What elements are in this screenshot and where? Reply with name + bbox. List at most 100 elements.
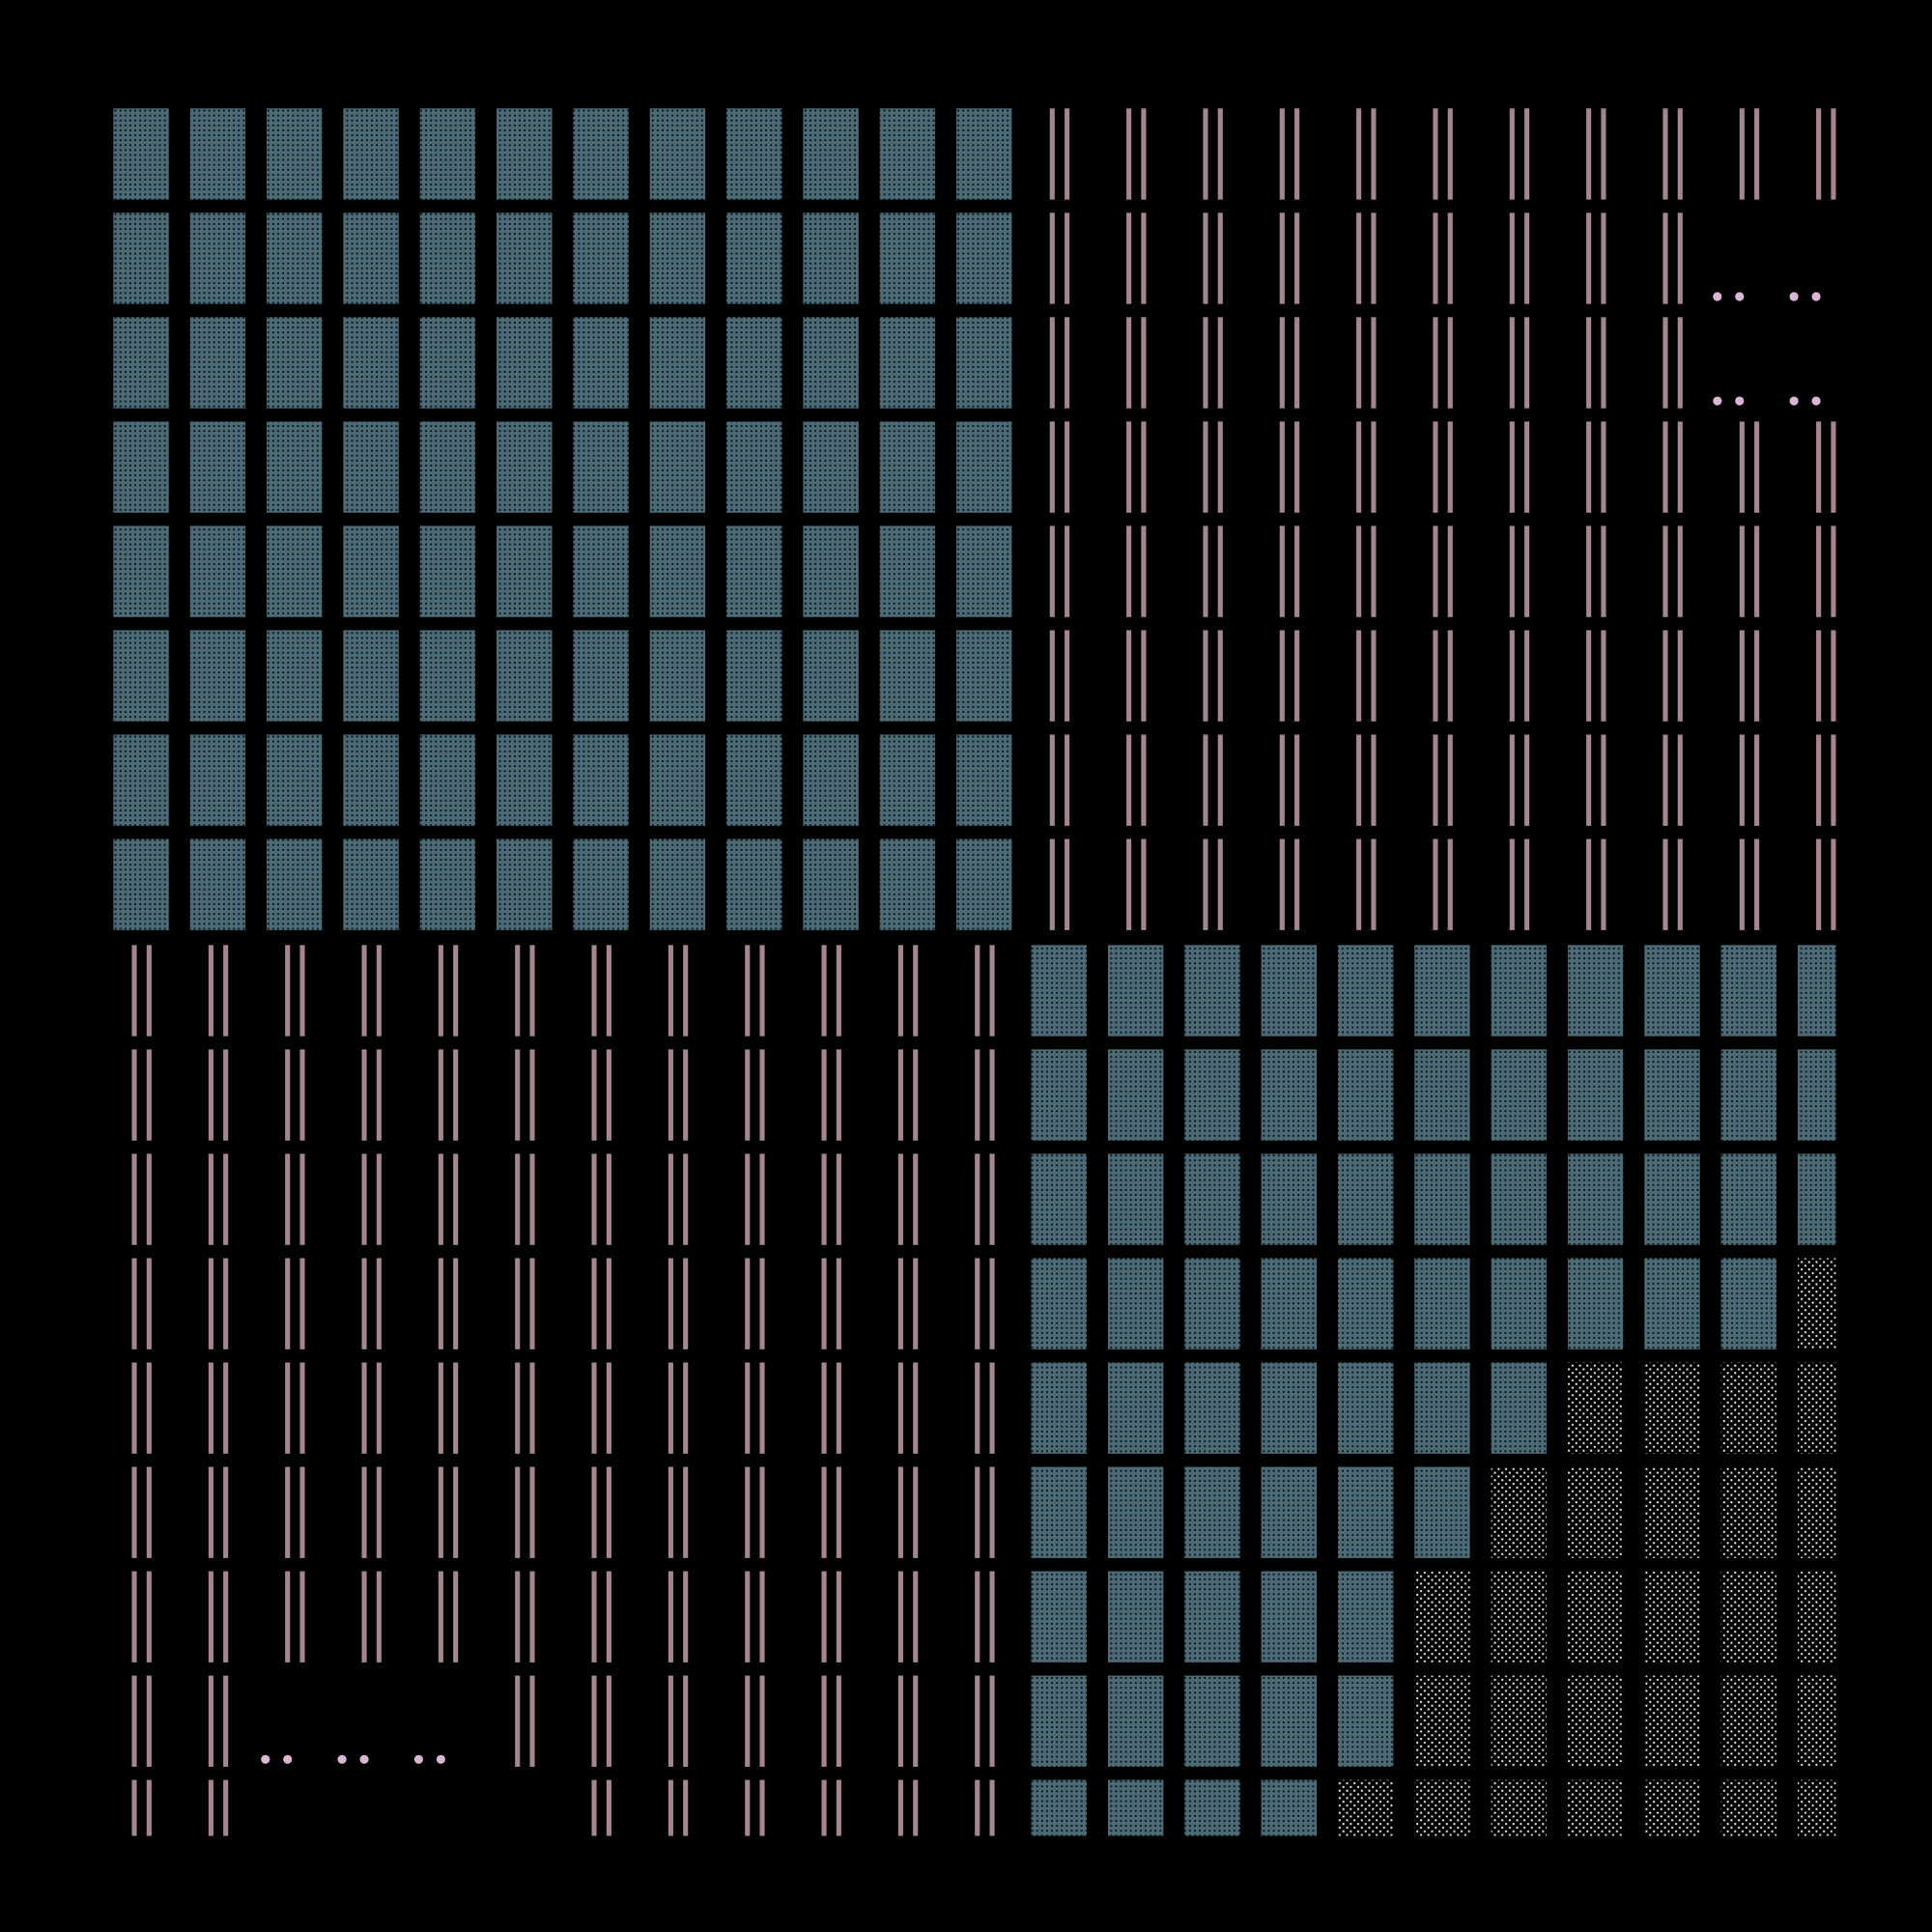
glyph-bar (515, 1675, 521, 1767)
glyph-bar (1447, 213, 1453, 304)
glyph-bar (668, 1153, 673, 1245)
glyph-bar (1356, 317, 1362, 409)
glyph-bar (361, 945, 367, 1037)
glyph-block (1644, 1049, 1700, 1141)
glyph-bar (1141, 213, 1147, 304)
glyph-block (1184, 1153, 1240, 1245)
glyph-bar (285, 1466, 291, 1558)
glyph-bar (683, 945, 689, 1037)
glyph-block (1491, 1571, 1548, 1662)
glyph-bar (1203, 108, 1208, 200)
glyph-block (1567, 1258, 1624, 1350)
glyph-dot (1735, 292, 1745, 301)
glyph-block (1414, 1571, 1470, 1662)
glyph-dot (261, 1754, 270, 1764)
glyph-bar (683, 1675, 689, 1767)
glyph-block (1107, 945, 1164, 1037)
glyph-block (1567, 1049, 1624, 1141)
glyph-bar (1217, 317, 1223, 409)
glyph-bar (1371, 213, 1377, 304)
glyph-block (1797, 1779, 1836, 1836)
glyph-bar (131, 1258, 137, 1350)
glyph-bar (1356, 630, 1362, 722)
glyph-block (726, 526, 782, 617)
glyph-block (879, 421, 936, 513)
glyph-bar (1739, 421, 1745, 513)
glyph-block (956, 421, 1012, 513)
glyph-block (573, 838, 629, 930)
glyph-bar (1217, 734, 1223, 826)
glyph-bar (223, 1258, 229, 1350)
glyph-bar (1356, 108, 1362, 200)
glyph-bar (913, 1258, 919, 1350)
glyph-block (497, 630, 553, 722)
glyph-bar (1447, 734, 1453, 826)
glyph-bar (1217, 838, 1223, 930)
glyph-block (649, 734, 706, 826)
glyph-bar (1279, 213, 1285, 304)
glyph-block (1491, 1049, 1548, 1141)
glyph-bar (299, 945, 305, 1037)
glyph-bar (821, 945, 827, 1037)
glyph-bar (1141, 630, 1147, 722)
glyph-bar (376, 1153, 382, 1245)
glyph-bar (1049, 734, 1055, 826)
glyph-bar (591, 1362, 597, 1454)
glyph-block (1184, 1258, 1240, 1350)
glyph-block (419, 734, 476, 826)
glyph-block (1414, 945, 1470, 1037)
glyph-bar (1126, 108, 1132, 200)
glyph-bar (299, 1153, 305, 1245)
glyph-dot (1811, 396, 1821, 406)
glyph-bar (1816, 526, 1822, 617)
glyph-bar (146, 1466, 152, 1558)
glyph-bar (1586, 526, 1592, 617)
glyph-bar (376, 1571, 382, 1662)
glyph-bar (759, 1571, 765, 1662)
glyph-bar (1662, 213, 1668, 304)
glyph-block (1261, 1675, 1318, 1767)
glyph-bar (989, 1153, 995, 1245)
glyph-bar (299, 1049, 305, 1141)
glyph-bar (223, 1675, 229, 1767)
glyph-bar (453, 1362, 459, 1454)
glyph-bar (1065, 734, 1070, 826)
glyph-block (1031, 1466, 1087, 1558)
glyph-bar (1586, 630, 1592, 722)
glyph-bar (836, 1153, 841, 1245)
glyph-block (803, 526, 859, 617)
glyph-bar (1126, 838, 1132, 930)
glyph-block (1491, 1258, 1548, 1350)
glyph-dot (337, 1754, 347, 1764)
glyph-block (1720, 945, 1777, 1037)
glyph-bar (131, 1675, 137, 1767)
glyph-bar (223, 1571, 229, 1662)
glyph-bar (745, 1258, 751, 1350)
glyph-bar (1126, 734, 1132, 826)
glyph-bar (821, 1466, 827, 1558)
glyph-bar (836, 1362, 841, 1454)
glyph-bar (208, 1571, 213, 1662)
glyph-block (1031, 1675, 1087, 1767)
glyph-block (573, 734, 629, 826)
glyph-bar (1831, 526, 1836, 617)
glyph-bar (453, 1466, 459, 1558)
glyph-block (1491, 1466, 1548, 1558)
glyph-bar (1065, 317, 1070, 409)
glyph-bar (1279, 421, 1285, 513)
glyph-block (1414, 1153, 1470, 1245)
glyph-block (726, 213, 782, 304)
glyph-bar (1447, 526, 1453, 617)
glyph-bar (897, 1675, 903, 1767)
glyph-block (267, 108, 323, 200)
glyph-bar (1371, 838, 1377, 930)
glyph-bar (1141, 421, 1147, 513)
glyph-block (879, 526, 936, 617)
glyph-block (189, 630, 246, 722)
glyph-bar (606, 1153, 611, 1245)
glyph-block (1567, 1362, 1624, 1454)
glyph-bar (438, 1153, 443, 1245)
glyph-block (267, 630, 323, 722)
glyph-bar (821, 1779, 827, 1836)
glyph-bar (1816, 838, 1822, 930)
